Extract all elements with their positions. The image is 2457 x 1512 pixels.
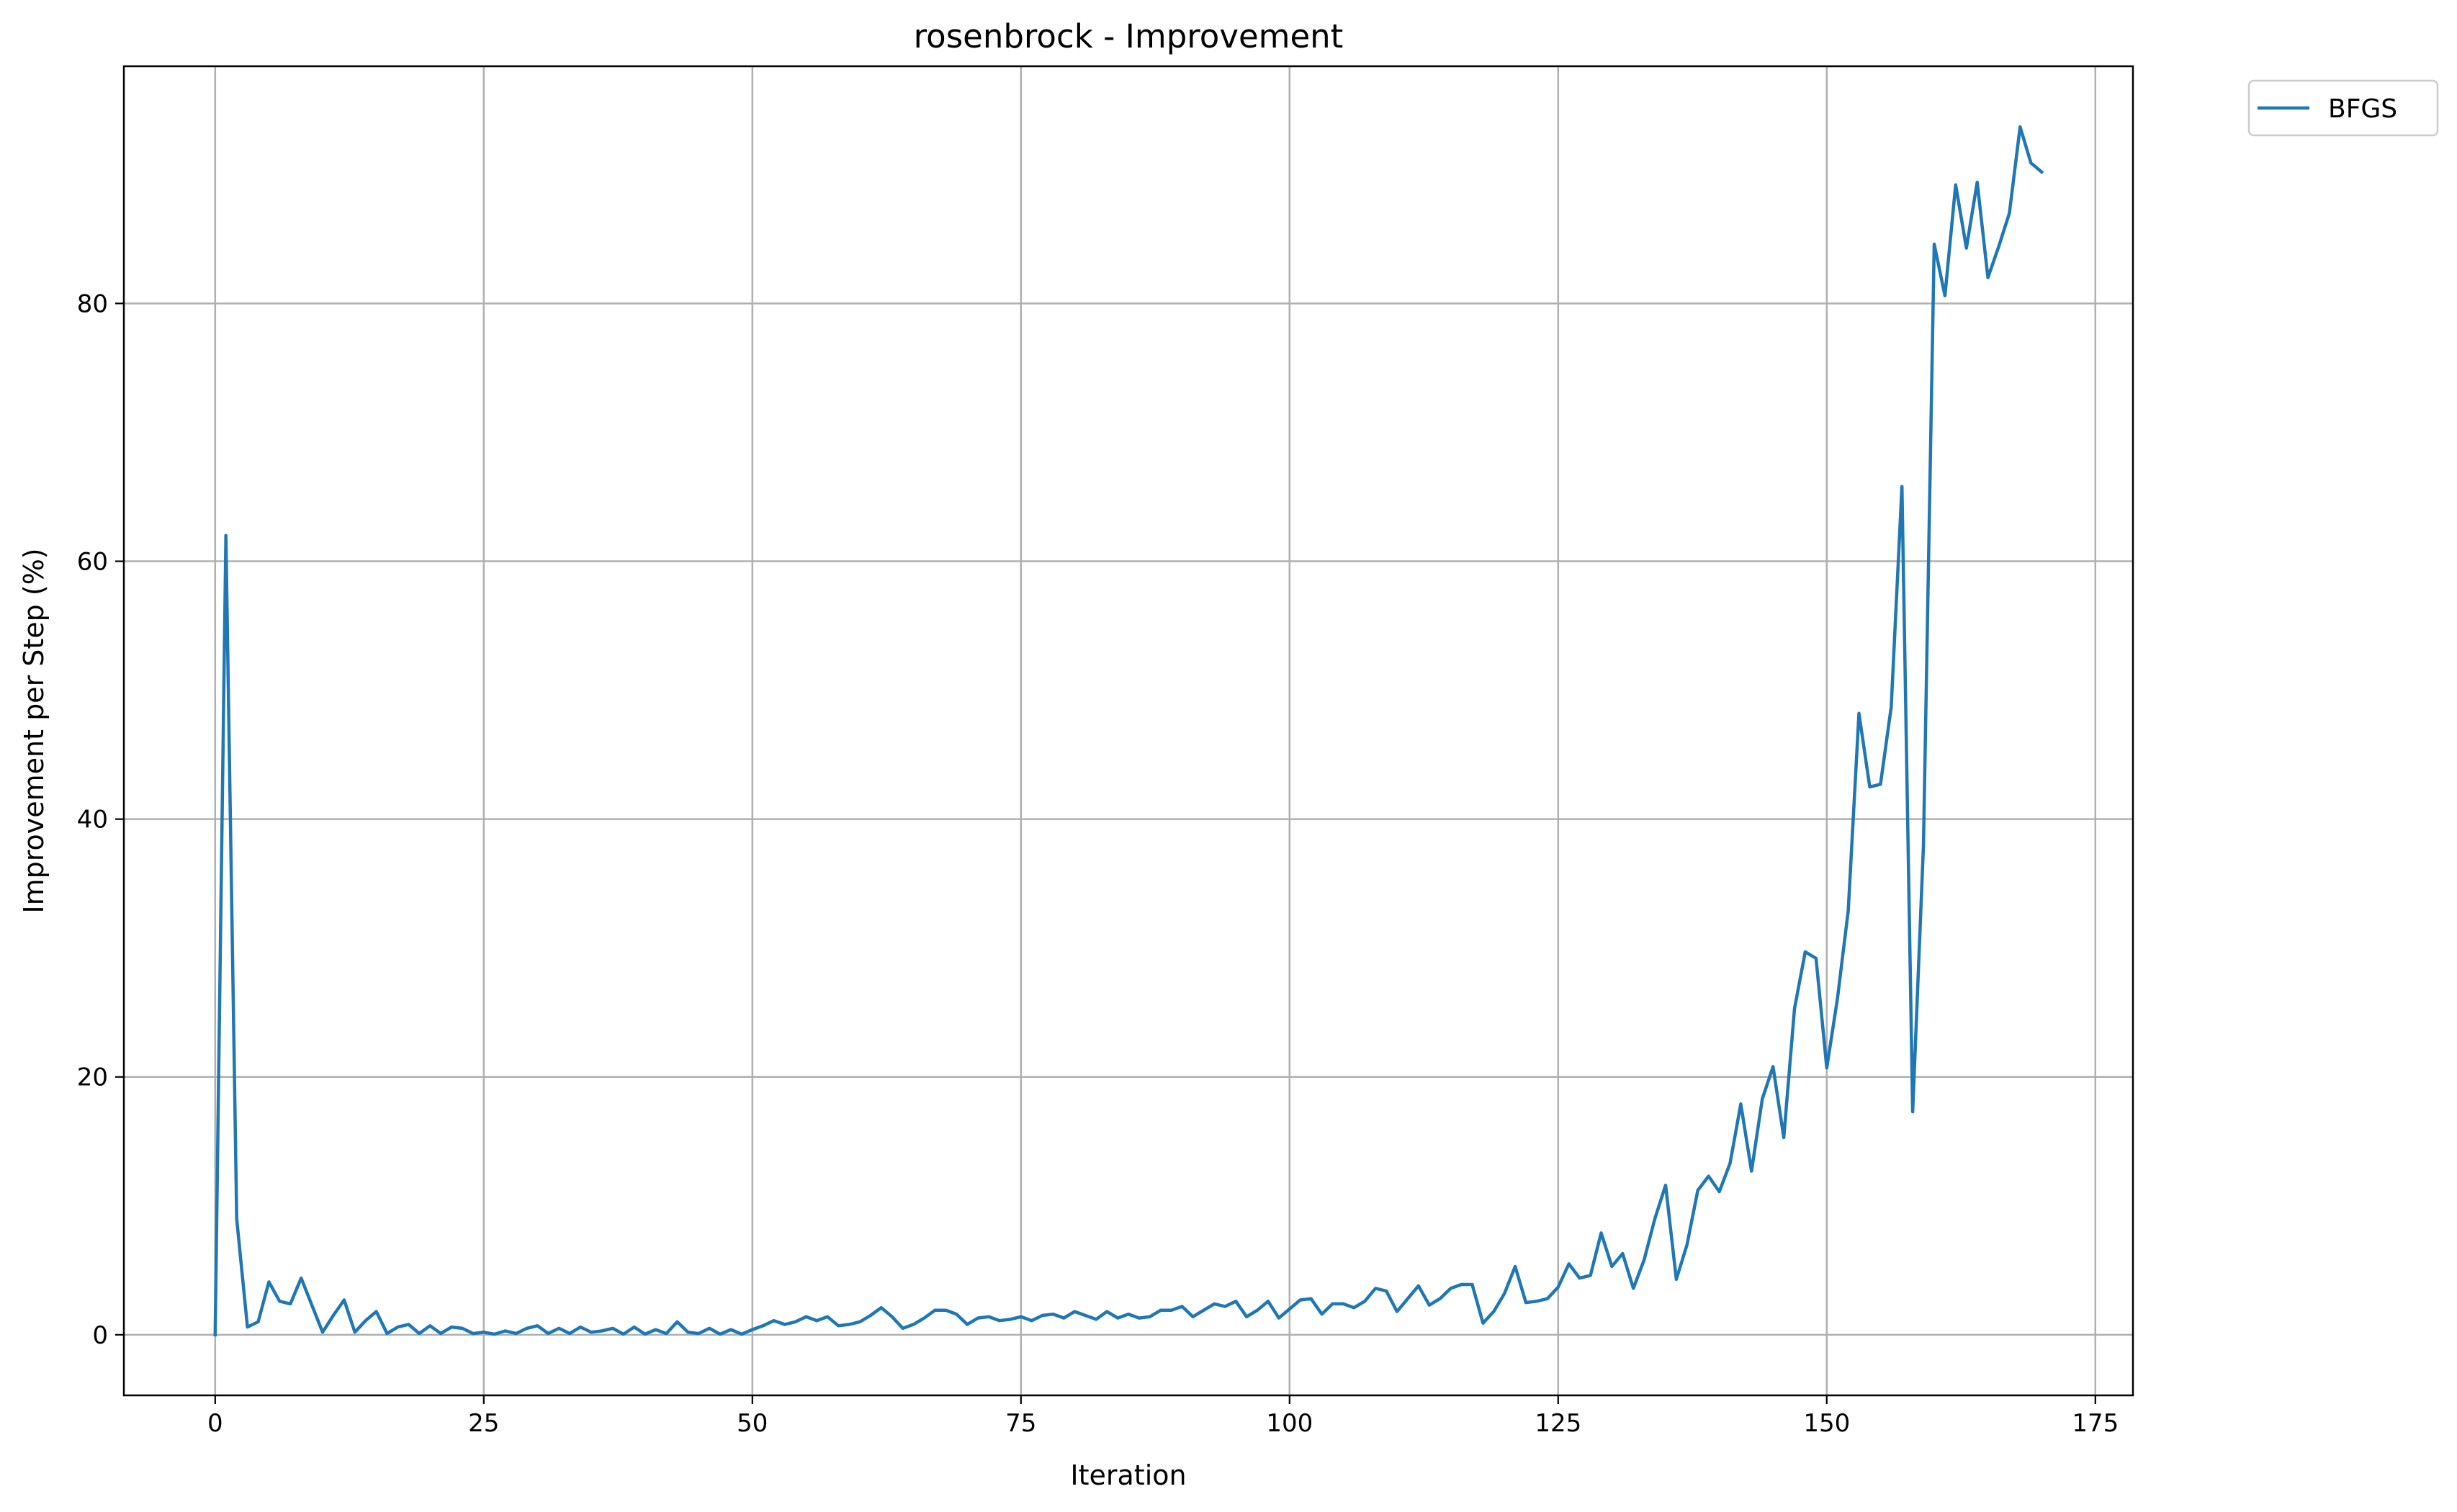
legend-label-bfgs: BFGS [2328,94,2397,124]
y-tick-label: 20 [77,1063,108,1092]
series-line-bfgs [213,125,2044,1337]
legend: BFGS [2247,79,2439,137]
x-tick-label: 125 [1535,1409,1581,1438]
y-tick-label: 80 [77,289,108,318]
legend-box [2247,79,2439,137]
x-axis-title: Iteration [1070,1459,1186,1491]
series-lines [213,125,2044,1337]
x-tick-label: 50 [737,1409,768,1438]
y-axis-title: Improvement per Step (%) [18,548,50,913]
x-tick-label: 75 [1005,1409,1036,1438]
x-tick-label: 150 [1803,1409,1850,1438]
x-tick-label: 100 [1266,1409,1313,1438]
y-tick-label: 40 [77,806,108,834]
y-axis-ticks: 0 20 40 60 80 [77,289,124,1350]
y-tick-label: 60 [77,548,108,577]
plot-area-frame [122,65,2134,1397]
x-axis-ticks: 0 25 50 75 100 125 150 175 [207,1395,2119,1438]
grid-lines [124,66,2133,1395]
chart-title: rosenbrock - Improvement [914,17,1344,55]
y-tick-label: 0 [92,1321,108,1350]
x-tick-label: 0 [207,1409,223,1438]
x-tick-label: 175 [2072,1409,2119,1438]
x-tick-label: 25 [468,1409,499,1438]
